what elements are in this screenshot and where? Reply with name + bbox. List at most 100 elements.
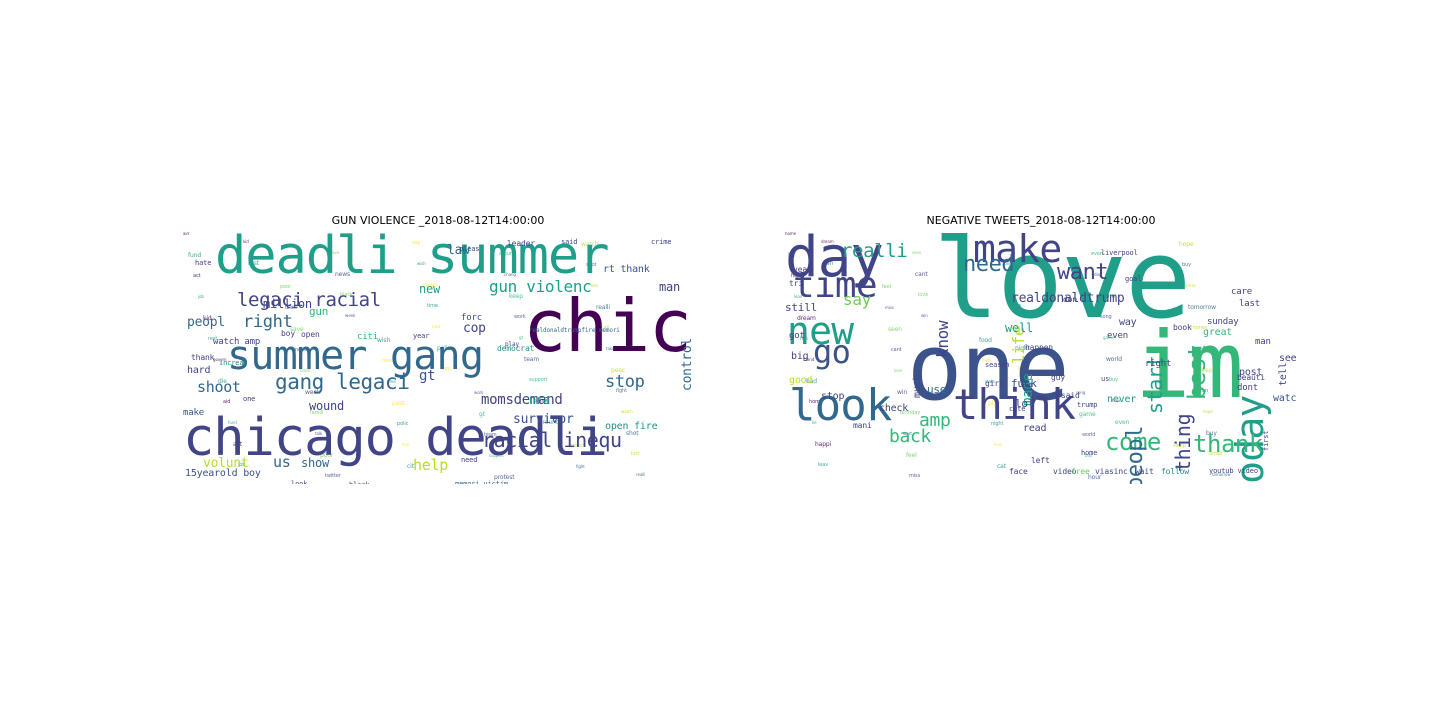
wordcloud-word: citi [357, 332, 378, 342]
wordcloud-filler-word: poor [280, 284, 291, 290]
wordcloud-filler-word: miss [885, 305, 894, 310]
wordcloud-word: don [1063, 295, 1077, 304]
wordcloud-filler-word: cat [997, 463, 1006, 470]
wordcloud-word: day [785, 232, 884, 290]
wordcloud-filler-word: support [489, 453, 504, 458]
wordcloud-word: survivor [513, 412, 574, 427]
wordcloud-word: come [1105, 428, 1161, 456]
wordcloud-filler-word: home [809, 399, 823, 405]
wordcloud-filler-word: talk [315, 431, 323, 436]
wordcloud-filler-word: game [1103, 335, 1115, 340]
wordcloud-word: realli [841, 240, 908, 262]
wordcloud-word: liverpool [1101, 249, 1138, 257]
wordcloud-filler-word: peac [611, 367, 625, 374]
wordcloud-filler-word: cant [915, 271, 928, 278]
wordcloud-word: democrat [497, 344, 535, 353]
wordcloud-word: us [273, 453, 291, 471]
wordcloud-word: open [301, 330, 320, 339]
wordcloud-word: watch amp [213, 337, 261, 347]
wordcloud-filler-word: work [474, 390, 484, 395]
wordcloud-word: said [1061, 391, 1080, 400]
wordcloud-word: pleas [459, 245, 480, 253]
wordcloud-filler-word: gt [519, 335, 523, 340]
wordcloud-word: never [1107, 394, 1137, 405]
wordcloud-filler-word: love [894, 368, 903, 373]
wordcloud-word: im [1135, 312, 1244, 419]
wordcloud-filler-word: friend [803, 357, 815, 362]
wordcloud-filler-word: twitter [325, 473, 341, 479]
wordcloud-word: million [263, 297, 312, 311]
wordcloud-filler-word: fan [800, 336, 808, 342]
wordcloud-filler-word: state [985, 379, 995, 384]
wordcloud-word: said [561, 238, 578, 246]
wordcloud-filler-word: news [422, 282, 438, 289]
wordcloud-filler-word: bad [806, 378, 817, 385]
wordcloud-filler-word: buy [1085, 453, 1093, 458]
wordcloud-filler-word: buy [1206, 430, 1217, 437]
wordcloud-word: chicago deadli [183, 408, 608, 468]
wordcloud-word: stop [605, 372, 645, 392]
wordcloud-filler-word: act [233, 441, 242, 448]
wordcloud-word: right [243, 312, 293, 332]
wordcloud-filler-word: leav [794, 294, 803, 299]
wordcloud-filler-word: tomorrow [1212, 472, 1231, 477]
wordcloud-filler-word: watch [621, 409, 633, 414]
wordcloud-word: one [243, 395, 256, 403]
wordcloud-word: book [1173, 323, 1192, 332]
wordcloud-word: year [413, 332, 430, 340]
wordcloud-filler-word: rest [208, 336, 218, 342]
wordcloud-filler-word: happi [815, 441, 832, 448]
wordcloud-filler-word: protest [534, 398, 548, 403]
wordcloud-filler-word: even [1115, 419, 1130, 426]
wordcloud-filler-word: black [300, 368, 311, 373]
wordcloud-word: last [1239, 299, 1260, 309]
wordcloud-word: gang legaci [275, 370, 410, 394]
wordcloud-word: amp [919, 410, 951, 431]
wordcloud-filler-word: take [606, 346, 615, 351]
wordcloud-filler-word: team [484, 432, 497, 438]
wordcloud-filler-word: die [218, 378, 227, 385]
wordcloud-word: want [1057, 260, 1109, 285]
wordcloud-word: use [927, 383, 947, 396]
wordcloud-word: legaci racial [237, 289, 381, 311]
wordcloud-word: increas [219, 359, 248, 367]
wordcloud-word: lol [1015, 397, 1035, 410]
wordcloud-filler-word: sleep [1197, 367, 1213, 374]
wordcloud-image: home feel food song sleep lie miss live game run h… [785, 232, 1297, 484]
wordcloud-word: sunday [1207, 317, 1239, 327]
wordcloud-word: cop [463, 321, 486, 336]
wordcloud-filler-word: song [1076, 390, 1086, 395]
wordcloud-filler-word: hour [1088, 474, 1102, 481]
wordcloud-word: play [505, 341, 519, 348]
wordcloud-word: care [1231, 287, 1252, 297]
wordcloud-filler-word: rest [248, 260, 260, 267]
wordcloud-word: wait [1135, 467, 1154, 476]
wordcloud-filler-word: win [897, 389, 908, 396]
wordcloud-filler-word: work [1194, 346, 1204, 351]
wordcloud-word: big [791, 351, 809, 362]
wordcloud-word: help [413, 456, 448, 474]
wordcloud-filler-word: protest [494, 474, 515, 481]
wordcloud-filler-word: news [335, 271, 351, 278]
wordcloud-word: tri [789, 279, 803, 288]
wordcloud-filler-word: leav [818, 462, 829, 468]
wordcloud-image: aid poor wish work peac fund twitter news gt figh… [183, 232, 693, 484]
wordcloud-word: law [447, 243, 470, 258]
wordcloud-filler-word: shot [626, 430, 639, 437]
wordcloud-filler-word: seen [912, 250, 922, 255]
wordcloud-word: think [953, 380, 1076, 429]
wordcloud-filler-word: wish [377, 337, 391, 344]
wordcloud-word: forc [461, 313, 482, 323]
wordcloud-word: gt [419, 368, 436, 384]
wordcloud-filler-word: lie [788, 252, 795, 259]
wordcloud-filler-word: keep [509, 293, 523, 300]
wordcloud-word: youtub video [1209, 467, 1258, 475]
wordcloud-filler-word: live [982, 358, 991, 364]
wordcloud-filler-word: time [387, 379, 396, 384]
wordcloud-word: 15yearold boy [185, 468, 261, 479]
wordcloud-filler-word: news [295, 347, 308, 353]
wordcloud-filler-word: home [785, 232, 797, 236]
wordcloud-word: trump [1077, 401, 1098, 409]
wordcloud-word: goal [1125, 275, 1142, 283]
wordcloud-word: follow [1161, 467, 1189, 476]
